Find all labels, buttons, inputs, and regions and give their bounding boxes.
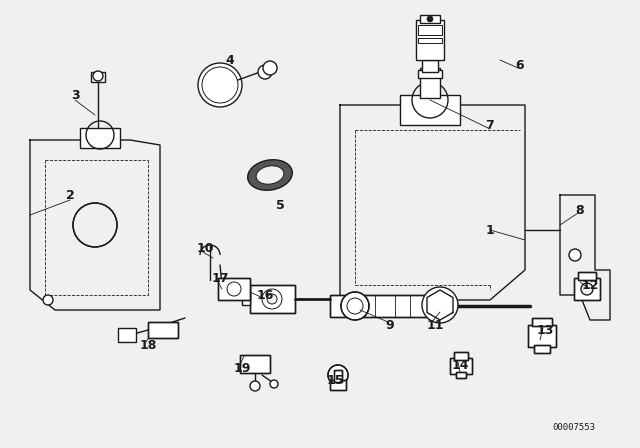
Bar bbox=[578, 272, 596, 280]
Circle shape bbox=[73, 203, 117, 247]
Circle shape bbox=[427, 16, 433, 22]
Text: 9: 9 bbox=[386, 319, 394, 332]
Text: 18: 18 bbox=[140, 339, 157, 352]
Bar bbox=[528, 325, 556, 347]
Bar bbox=[532, 318, 552, 326]
Text: 19: 19 bbox=[234, 362, 251, 375]
Text: 4: 4 bbox=[226, 53, 234, 66]
Bar bbox=[422, 60, 438, 72]
Bar bbox=[330, 380, 346, 390]
Circle shape bbox=[93, 71, 103, 81]
Bar bbox=[242, 291, 250, 305]
Bar bbox=[578, 272, 596, 280]
Bar bbox=[218, 278, 250, 300]
Bar bbox=[330, 380, 346, 390]
Bar bbox=[416, 20, 444, 60]
Bar bbox=[330, 295, 440, 317]
Ellipse shape bbox=[256, 166, 284, 184]
Bar bbox=[240, 355, 270, 373]
Text: 2: 2 bbox=[66, 189, 74, 202]
Text: 17: 17 bbox=[211, 271, 228, 284]
Text: 13: 13 bbox=[536, 323, 554, 336]
Bar bbox=[454, 352, 468, 360]
Bar bbox=[418, 38, 442, 43]
Bar bbox=[456, 372, 466, 378]
Bar bbox=[450, 358, 472, 374]
Circle shape bbox=[198, 63, 242, 107]
Text: 6: 6 bbox=[516, 59, 524, 72]
Bar bbox=[534, 345, 550, 353]
Bar bbox=[420, 15, 440, 23]
Circle shape bbox=[569, 249, 581, 261]
Text: 00007553: 00007553 bbox=[552, 423, 595, 432]
Bar bbox=[450, 358, 472, 374]
Circle shape bbox=[425, 291, 455, 321]
Bar bbox=[400, 95, 460, 125]
Bar bbox=[80, 128, 120, 148]
Text: 12: 12 bbox=[581, 279, 599, 292]
Text: 11: 11 bbox=[426, 319, 444, 332]
Circle shape bbox=[263, 61, 277, 75]
Text: 14: 14 bbox=[451, 358, 468, 371]
Bar bbox=[250, 285, 295, 313]
Text: 15: 15 bbox=[326, 374, 344, 387]
Text: 1: 1 bbox=[486, 224, 494, 237]
Text: 7: 7 bbox=[486, 119, 494, 132]
Circle shape bbox=[270, 380, 278, 388]
Bar bbox=[420, 68, 440, 98]
Circle shape bbox=[581, 283, 593, 295]
Text: 5: 5 bbox=[276, 198, 284, 211]
Bar bbox=[334, 370, 342, 382]
Bar bbox=[532, 318, 552, 326]
Bar bbox=[418, 25, 442, 35]
Circle shape bbox=[341, 292, 369, 320]
Bar bbox=[574, 278, 600, 300]
Bar bbox=[528, 325, 556, 347]
Ellipse shape bbox=[248, 160, 292, 190]
Circle shape bbox=[328, 365, 348, 385]
Bar bbox=[91, 72, 105, 82]
Bar bbox=[330, 295, 440, 317]
Bar bbox=[118, 328, 136, 342]
Circle shape bbox=[43, 295, 53, 305]
Bar bbox=[148, 322, 178, 338]
Bar bbox=[534, 345, 550, 353]
Circle shape bbox=[250, 381, 260, 391]
Bar bbox=[250, 285, 295, 313]
Bar bbox=[240, 355, 270, 373]
Bar bbox=[218, 278, 250, 300]
Bar bbox=[454, 352, 468, 360]
Circle shape bbox=[258, 65, 272, 79]
Bar bbox=[334, 370, 342, 382]
Bar bbox=[148, 322, 178, 338]
Bar bbox=[418, 70, 442, 78]
Circle shape bbox=[267, 294, 277, 304]
Text: 10: 10 bbox=[196, 241, 214, 254]
Text: 3: 3 bbox=[70, 89, 79, 102]
Bar bbox=[574, 278, 600, 300]
Text: 8: 8 bbox=[576, 203, 584, 216]
Bar bbox=[456, 372, 466, 378]
Circle shape bbox=[422, 287, 458, 323]
Text: 16: 16 bbox=[256, 289, 274, 302]
